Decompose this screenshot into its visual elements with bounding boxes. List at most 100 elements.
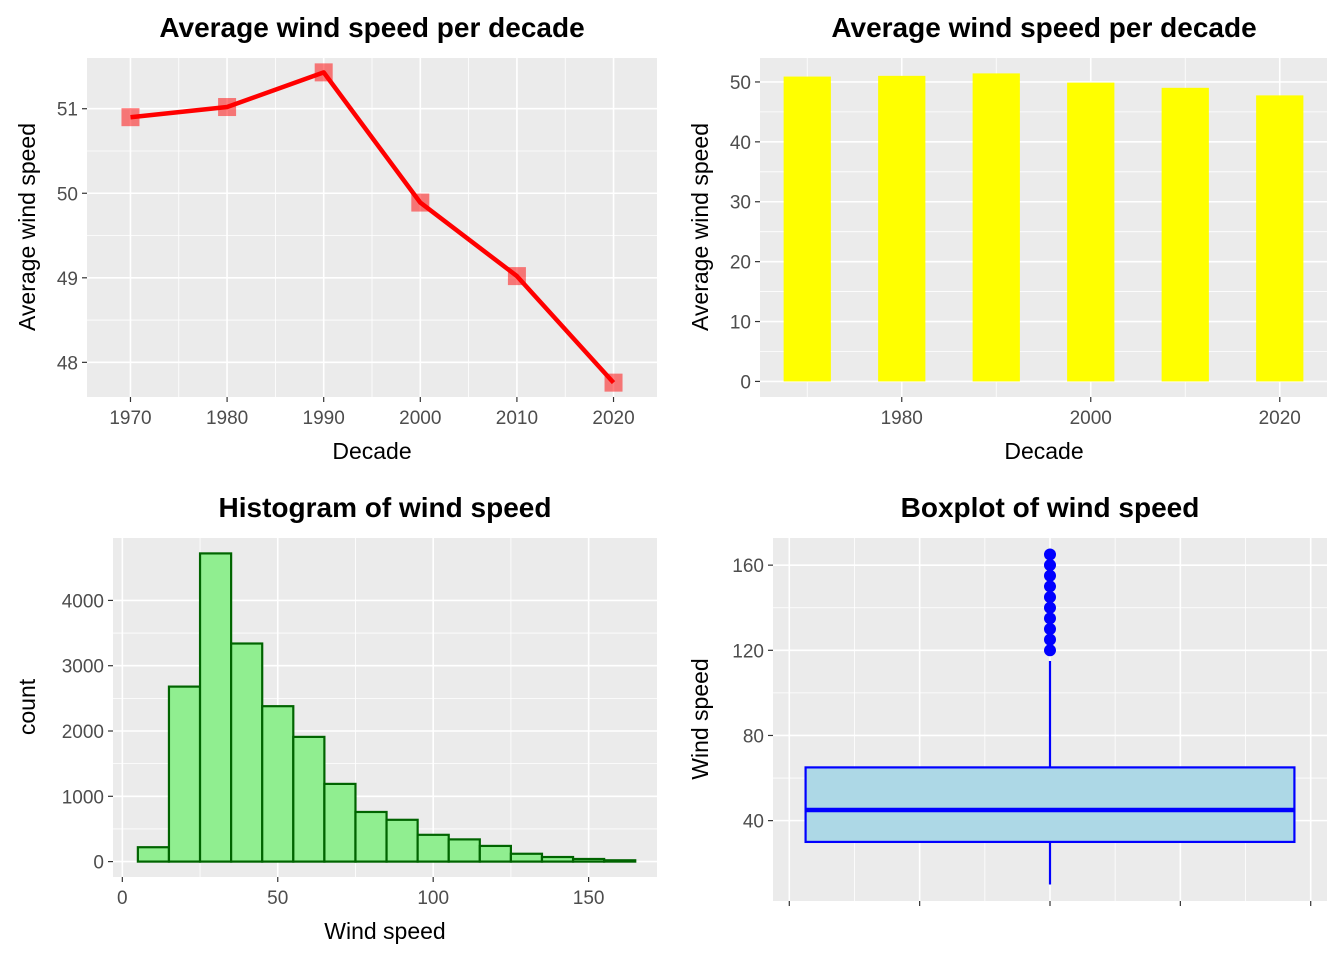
x-tick-label: 1980 bbox=[206, 408, 248, 429]
outlier-point bbox=[1044, 633, 1056, 646]
y-tick-label: 48 bbox=[57, 353, 78, 374]
y-tick-label: 80 bbox=[743, 726, 764, 747]
outlier-point bbox=[1044, 569, 1056, 582]
outlier-point bbox=[1044, 612, 1056, 625]
histogram-bar bbox=[509, 852, 544, 863]
y-tick-label: 0 bbox=[740, 372, 751, 393]
x-tick-label: 0 bbox=[117, 888, 128, 909]
x-tick-label: 2000 bbox=[1070, 408, 1112, 429]
x-axis-label: Decade bbox=[1004, 438, 1083, 464]
histogram-bar bbox=[354, 810, 388, 863]
y-tick-label: 2000 bbox=[62, 722, 104, 743]
histogram-bar bbox=[571, 857, 606, 863]
data-point bbox=[121, 108, 140, 127]
data-point bbox=[218, 98, 237, 117]
gridlines bbox=[87, 58, 657, 397]
histogram-bar bbox=[136, 846, 171, 863]
x-axis-ticks: 0 50 100 150 bbox=[117, 877, 604, 909]
y-tick-label: 120 bbox=[732, 641, 764, 662]
bar bbox=[972, 73, 1020, 382]
data-layer bbox=[136, 552, 637, 863]
y-axis-ticks: 0 1000 2000 3000 4000 bbox=[62, 591, 113, 874]
bar bbox=[1161, 87, 1209, 382]
x-axis-label: Wind speed bbox=[324, 918, 445, 944]
x-tick-label: 2020 bbox=[592, 408, 634, 429]
y-tick-label: 0 bbox=[93, 853, 104, 874]
x-tick-label: 1970 bbox=[109, 408, 151, 429]
y-axis-ticks: 40 80 120 160 bbox=[732, 556, 773, 833]
y-tick-label: 1000 bbox=[62, 787, 104, 808]
outlier-point bbox=[1044, 601, 1056, 614]
x-tick-label: 2000 bbox=[399, 408, 441, 429]
x-tick-label: 1990 bbox=[303, 408, 345, 429]
histogram-bar bbox=[323, 782, 357, 863]
data-point bbox=[314, 63, 333, 82]
data-layer bbox=[804, 548, 1296, 885]
x-tick-label: 1980 bbox=[881, 408, 923, 429]
y-tick-label: 3000 bbox=[62, 657, 104, 678]
plot-background bbox=[760, 58, 1327, 397]
x-axis-label: Decade bbox=[332, 438, 411, 464]
y-tick-label: 10 bbox=[730, 313, 751, 334]
y-axis-label: count bbox=[14, 678, 40, 735]
x-axis-ticks bbox=[788, 901, 1312, 906]
histogram-panel: Histogram of wind speed 0 50 100 150 0 1000 2… bbox=[14, 492, 657, 944]
outlier-point bbox=[1044, 644, 1056, 657]
data-point bbox=[411, 193, 430, 212]
y-axis-ticks: 48 49 50 51 bbox=[57, 100, 87, 374]
histogram-bar bbox=[478, 844, 512, 863]
x-axis-ticks: 1970 1980 1990 2000 2010 2020 bbox=[109, 397, 635, 429]
chart-title: Boxplot of wind speed bbox=[901, 492, 1200, 523]
boxplot-panel: Boxplot of wind speed 40 80 120 160 Wind sp… bbox=[687, 492, 1327, 906]
histogram-bar bbox=[416, 833, 450, 863]
chart-title: Average wind speed per decade bbox=[159, 12, 584, 43]
histogram-bar bbox=[292, 735, 326, 863]
outlier-point bbox=[1044, 591, 1056, 604]
y-axis-label: Wind speed bbox=[687, 658, 713, 779]
outlier-point bbox=[1044, 559, 1056, 572]
data-layer bbox=[121, 63, 623, 392]
histogram-bar bbox=[261, 705, 295, 863]
y-tick-label: 160 bbox=[732, 556, 764, 577]
x-tick-label: 50 bbox=[267, 888, 288, 909]
x-tick-label: 150 bbox=[573, 888, 605, 909]
histogram-bar bbox=[230, 642, 264, 863]
data-layer bbox=[783, 73, 1304, 382]
y-tick-label: 20 bbox=[730, 253, 751, 274]
outlier-point bbox=[1044, 548, 1056, 561]
y-tick-label: 49 bbox=[57, 269, 78, 290]
histogram-bar bbox=[540, 855, 575, 863]
x-tick-label: 2020 bbox=[1259, 408, 1301, 429]
x-tick-label: 2010 bbox=[496, 408, 538, 429]
data-point bbox=[604, 373, 623, 392]
histogram-bar bbox=[167, 685, 202, 863]
series-line bbox=[130, 70, 616, 385]
y-tick-label: 51 bbox=[57, 100, 78, 121]
line-chart-panel: Average wind speed per decade 1970 1980 19… bbox=[0, 0, 672, 480]
histogram-bar bbox=[603, 859, 637, 863]
bar bbox=[878, 75, 926, 382]
chart-title: Histogram of wind speed bbox=[219, 492, 552, 523]
histogram-bar bbox=[198, 552, 233, 863]
bar bbox=[783, 76, 831, 382]
y-axis-label: Average wind speed bbox=[14, 123, 40, 331]
y-tick-label: 40 bbox=[730, 133, 751, 154]
y-axis-ticks: 0 10 20 30 40 50 bbox=[730, 73, 760, 393]
bar-chart-panel: Average wind speed per decade 1980 2000 20… bbox=[687, 12, 1327, 464]
bar bbox=[1256, 95, 1304, 382]
x-tick-label: 100 bbox=[417, 888, 449, 909]
y-tick-label: 50 bbox=[730, 73, 751, 94]
chart-title: Average wind speed per decade bbox=[831, 12, 1256, 43]
histogram-bar bbox=[385, 818, 419, 863]
bar bbox=[1067, 82, 1115, 382]
x-axis-ticks: 1980 2000 2020 bbox=[881, 397, 1301, 429]
y-tick-label: 30 bbox=[730, 193, 751, 214]
outlier-point bbox=[1044, 580, 1056, 593]
data-point bbox=[507, 267, 526, 286]
y-tick-label: 4000 bbox=[62, 591, 104, 612]
box bbox=[804, 766, 1296, 844]
histogram-bar bbox=[447, 838, 481, 863]
y-tick-label: 50 bbox=[57, 184, 78, 205]
outlier-point bbox=[1044, 623, 1056, 636]
